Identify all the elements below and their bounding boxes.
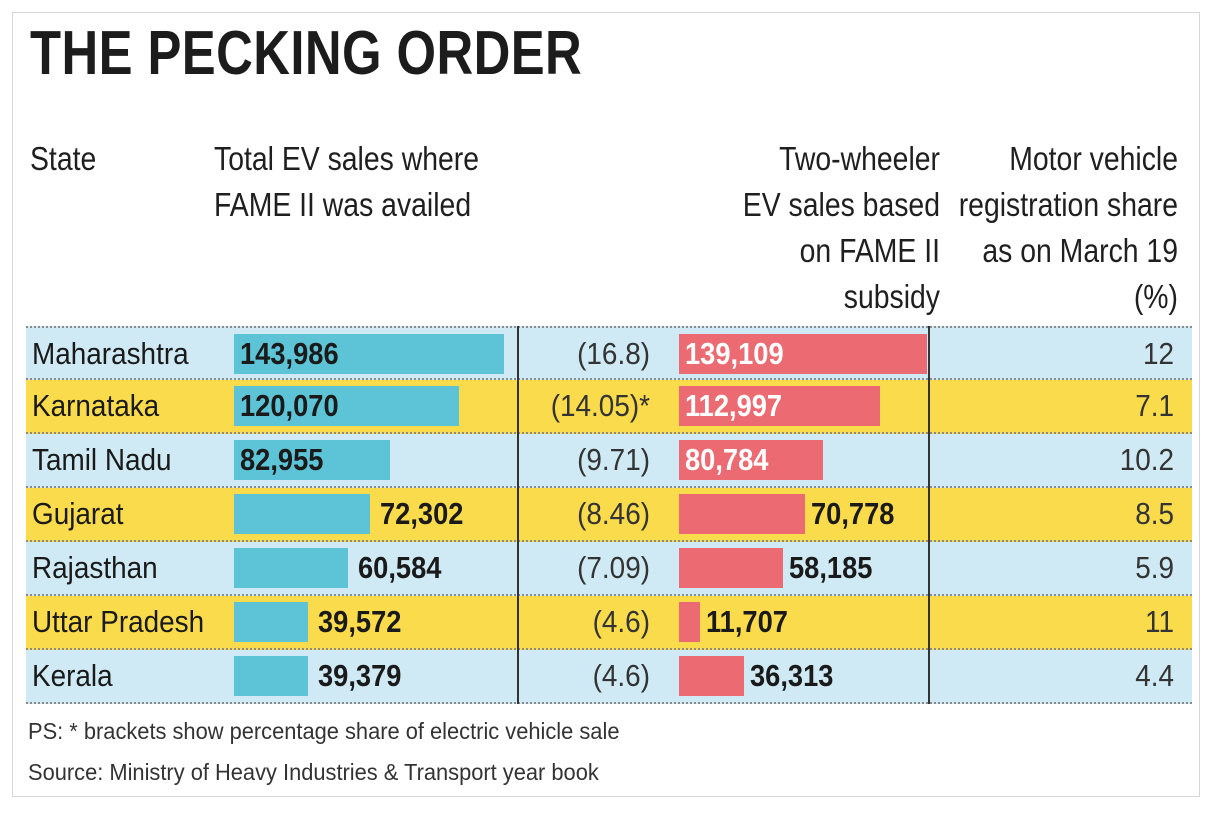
- total-ev-sales-value: 39,572: [318, 604, 402, 639]
- footnote-ps: PS: * brackets show percentage share of …: [28, 718, 620, 744]
- total-ev-sales-value: 39,379: [318, 658, 402, 693]
- total-ev-sales-bar: [234, 386, 459, 426]
- table-row: Karnataka 120,070 (14.05)* 112,997 7.1: [26, 380, 1192, 434]
- total-ev-sales-bar: [234, 602, 308, 642]
- two-wheeler-sales-bar: [679, 602, 700, 642]
- total-ev-sales-bar: [234, 656, 308, 696]
- two-wheeler-sales-value: 70,778: [811, 496, 895, 531]
- state-name: Tamil Nadu: [32, 442, 172, 477]
- total-ev-sales-value: 82,955: [240, 442, 324, 477]
- state-name: Maharashtra: [32, 336, 189, 371]
- header-registration-share: Motor vehicle registration share as on M…: [922, 136, 1178, 320]
- registration-share-value: 7.1: [1135, 388, 1174, 423]
- state-name: Rajasthan: [32, 550, 158, 585]
- table-row: Maharashtra 143,986 (16.8) 139,109 12: [26, 326, 1192, 380]
- total-ev-sales-bar: [234, 334, 504, 374]
- two-wheeler-sales-bar: [679, 440, 823, 480]
- header-reg-line: Motor vehicle: [1009, 140, 1178, 177]
- total-ev-sales-bar: [234, 548, 348, 588]
- header-reg-line: as on March 19: [982, 232, 1178, 269]
- two-wheeler-sales-value: 112,997: [685, 388, 783, 423]
- registration-share-value: 5.9: [1135, 550, 1174, 585]
- ev-sale-share: (4.6): [592, 658, 650, 693]
- total-ev-sales-bar: [234, 440, 390, 480]
- two-wheeler-sales-value: 139,109: [685, 336, 784, 371]
- registration-share-value: 10.2: [1119, 442, 1174, 477]
- column-divider: [517, 326, 519, 704]
- header-total-line: FAME II was availed: [214, 186, 472, 223]
- registration-share-value: 8.5: [1135, 496, 1174, 531]
- chart-title: THE PECKING ORDER: [30, 19, 583, 88]
- table-row: Uttar Pradesh 39,572 (4.6) 11,707 11: [26, 596, 1192, 650]
- registration-share-value: 4.4: [1135, 658, 1174, 693]
- table-row: Gujarat 72,302 (8.46) 70,778 8.5: [26, 488, 1192, 542]
- header-two-line: EV sales based: [742, 186, 940, 223]
- state-name: Uttar Pradesh: [32, 604, 205, 639]
- two-wheeler-sales-bar: [679, 334, 927, 374]
- total-ev-sales-value: 120,070: [240, 388, 339, 423]
- registration-share-value: 11: [1145, 604, 1174, 639]
- table-row: Tamil Nadu 82,955 (9.71) 80,784 10.2: [26, 434, 1192, 488]
- footnote-source: Source: Ministry of Heavy Industries & T…: [28, 759, 599, 785]
- header-two-line: Two-wheeler: [779, 140, 940, 177]
- ev-sale-share: (9.71): [577, 442, 650, 477]
- two-wheeler-sales-bar: [679, 386, 880, 426]
- two-wheeler-sales-bar: [679, 548, 783, 588]
- data-table: Maharashtra 143,986 (16.8) 139,109 12 Karnata…: [26, 326, 1192, 704]
- two-wheeler-sales-value: 58,185: [789, 550, 873, 585]
- total-ev-sales-value: 72,302: [380, 496, 464, 531]
- two-wheeler-sales-value: 80,784: [685, 442, 769, 477]
- header-two-line: subsidy: [843, 278, 940, 315]
- header-reg-line: registration share: [958, 186, 1178, 223]
- header-state: State: [30, 140, 97, 177]
- state-name: Karnataka: [32, 388, 160, 423]
- column-divider: [928, 326, 930, 704]
- registration-share-value: 12: [1142, 336, 1174, 371]
- header-two-line: on FAME II: [799, 232, 940, 269]
- state-name: Gujarat: [32, 496, 124, 531]
- two-wheeler-sales-value: 11,707: [706, 604, 788, 639]
- table-row: Rajasthan 60,584 (7.09) 58,185 5.9: [26, 542, 1192, 596]
- ev-sale-share: (4.6): [592, 604, 650, 639]
- header-total-line: Total EV sales where: [214, 140, 480, 177]
- total-ev-sales-bar: [234, 494, 370, 534]
- two-wheeler-sales-value: 36,313: [750, 658, 834, 693]
- table-row: Kerala 39,379 (4.6) 36,313 4.4: [26, 650, 1192, 704]
- header-two-wheeler-sales: Two-wheeler EV sales based on FAME II su…: [665, 136, 940, 320]
- state-name: Kerala: [32, 658, 113, 693]
- total-ev-sales-value: 143,986: [240, 336, 339, 371]
- ev-sale-share: (7.09): [577, 550, 650, 585]
- ev-sale-share: (8.46): [577, 496, 650, 531]
- header-reg-line: (%): [1133, 278, 1178, 315]
- two-wheeler-sales-bar: [679, 656, 744, 696]
- ev-sale-share: (14.05)*: [550, 388, 650, 423]
- header-total-ev-sales: Total EV sales where FAME II was availed: [214, 136, 479, 228]
- ev-sale-share: (16.8): [577, 336, 650, 371]
- total-ev-sales-value: 60,584: [358, 550, 442, 585]
- two-wheeler-sales-bar: [679, 494, 805, 534]
